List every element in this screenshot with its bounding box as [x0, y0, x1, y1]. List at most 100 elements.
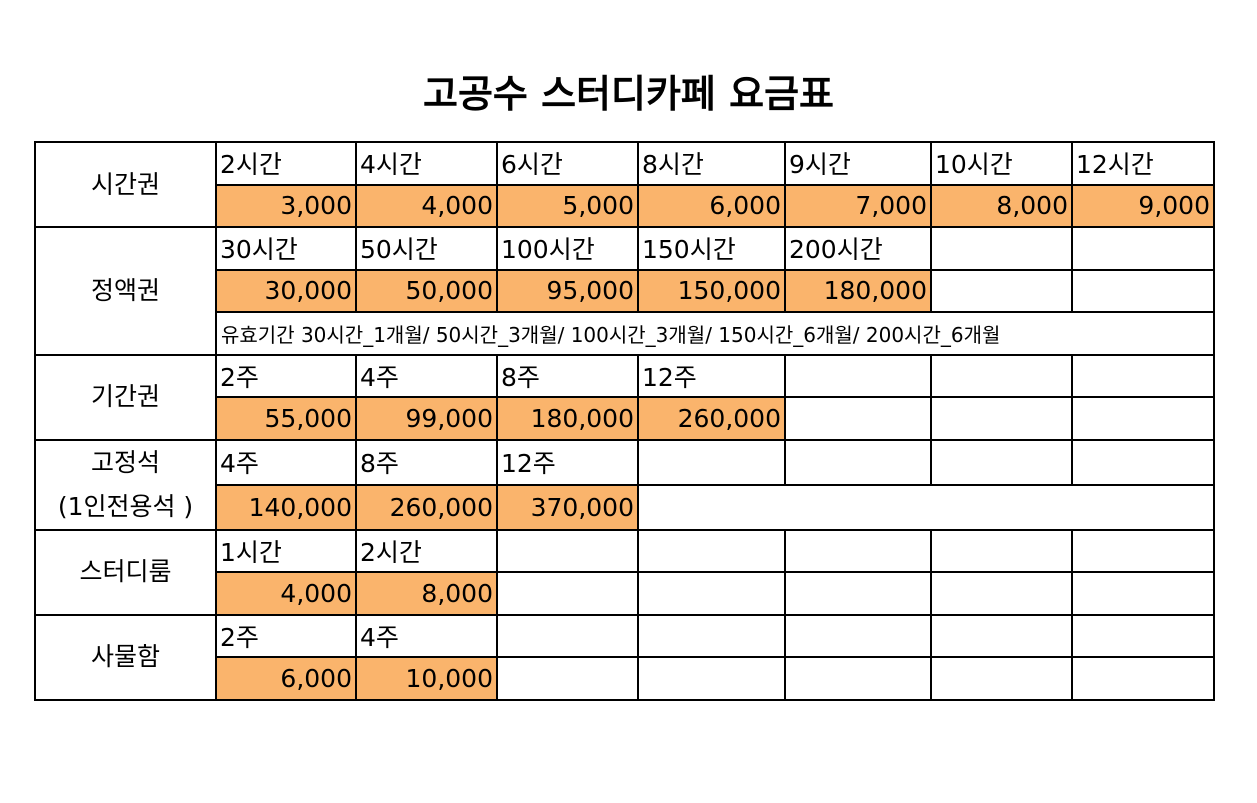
row: 기간권 2주 4주 8주 12주: [34, 353, 1215, 441]
duration: 100시간: [496, 226, 639, 271]
empty-cell: [930, 353, 1073, 398]
duration: 200시간: [784, 226, 932, 271]
duration: 10시간: [930, 141, 1073, 186]
price: 50,000: [355, 268, 498, 313]
price: 4,000: [215, 571, 357, 616]
price: 370,000: [496, 483, 639, 531]
empty-cell: [784, 438, 932, 486]
group-label-line: 사물함: [90, 642, 160, 671]
duration: 2주: [215, 613, 357, 658]
empty-cell: [1071, 353, 1215, 398]
row: 30,000 50,000 95,000 150,000 180,000: [35, 268, 1215, 313]
duration: 30시간: [215, 226, 357, 271]
empty-cell: [637, 571, 786, 616]
empty-cell: [930, 396, 1073, 441]
empty-cell: [637, 483, 1215, 531]
row: 6,000 10,000: [35, 656, 1215, 701]
empty-cell: [784, 613, 932, 658]
duration: 2시간: [215, 141, 357, 186]
group-label-line: 기간권: [90, 382, 160, 411]
duration: 8시간: [637, 141, 786, 186]
duration: 4주: [355, 353, 498, 398]
empty-cell: [930, 438, 1073, 486]
row: 고정석 (1인전용석 ) 4주 8주 12주: [34, 438, 1215, 531]
row: 3,000 4,000 5,000 6,000 7,000 8,000 9,000: [35, 183, 1215, 228]
row: 유효기간 30시간_1개월/ 50시간_3개월/ 100시간_3개월/ 150시…: [35, 311, 1215, 356]
duration: 150시간: [637, 226, 786, 271]
empty-cell: [1071, 268, 1215, 313]
note: 유효기간 30시간_1개월/ 50시간_3개월/ 100시간_3개월/ 150시…: [215, 311, 1215, 356]
empty-cell: [637, 613, 786, 658]
group-label: 사물함: [34, 613, 217, 701]
empty-cell: [1071, 656, 1215, 701]
empty-cell: [784, 353, 932, 398]
empty-cell: [1071, 438, 1215, 486]
duration: 6시간: [496, 141, 639, 186]
empty-cell: [930, 571, 1073, 616]
empty-cell: [930, 268, 1073, 313]
price: 4,000: [355, 183, 498, 228]
price: 5,000: [496, 183, 639, 228]
empty-cell: [637, 528, 786, 573]
price: 8,000: [355, 571, 498, 616]
duration: 4시간: [355, 141, 498, 186]
price: 9,000: [1071, 183, 1215, 228]
price: 7,000: [784, 183, 932, 228]
group-label-line: 정액권: [90, 275, 160, 305]
duration: 12주: [637, 353, 786, 398]
price: 140,000: [215, 483, 357, 531]
empty-cell: [930, 656, 1073, 701]
price: 6,000: [215, 656, 357, 701]
empty-cell: [637, 656, 786, 701]
duration: 8주: [355, 438, 498, 486]
empty-cell: [784, 528, 932, 573]
duration: 2시간: [355, 528, 498, 573]
price: 6,000: [637, 183, 786, 228]
duration: 1시간: [215, 528, 357, 573]
price: 30,000: [215, 268, 357, 313]
price: 99,000: [355, 396, 498, 441]
row: 정액권 30시간 50시간 100시간 150시간 200시간: [34, 226, 1215, 356]
duration: 50시간: [355, 226, 498, 271]
duration: 12시간: [1071, 141, 1215, 186]
duration: 4주: [215, 438, 357, 486]
group-label-line: 스터디룸: [79, 557, 172, 586]
empty-cell: [784, 571, 932, 616]
empty-cell: [784, 396, 932, 441]
row: 140,000 260,000 370,000: [35, 483, 1215, 531]
price: 260,000: [355, 483, 498, 531]
empty-cell: [496, 571, 639, 616]
empty-cell: [930, 226, 1073, 271]
row: 4,000 8,000: [35, 571, 1215, 616]
price: 95,000: [496, 268, 639, 313]
duration: 8주: [496, 353, 639, 398]
empty-cell: [930, 528, 1073, 573]
group-label: 스터디룸: [34, 528, 217, 616]
empty-cell: [496, 528, 639, 573]
group-label-line: 시간권: [90, 169, 160, 199]
price-table: 시간권 2시간 4시간 6시간 8시간 9시간 10시간 12시간 3,000 4,000 5,00…: [34, 141, 1215, 701]
empty-cell: [637, 438, 786, 486]
row: 사물함 2주 4주: [34, 613, 1215, 701]
empty-cell: [496, 613, 639, 658]
price: 180,000: [784, 268, 932, 313]
title: 고공수 스터디카페 요금표: [422, 72, 835, 116]
empty-cell: [784, 656, 932, 701]
price: 55,000: [215, 396, 357, 441]
price: 10,000: [355, 656, 498, 701]
empty-cell: [1071, 571, 1215, 616]
row: 스터디룸 1시간 2시간: [34, 528, 1215, 616]
price: 180,000: [496, 396, 639, 441]
group-label-line: (1인전용석 ): [57, 491, 194, 521]
empty-cell: [930, 613, 1073, 658]
price: 8,000: [930, 183, 1073, 228]
duration: 12주: [496, 438, 639, 486]
group-label: 정액권: [34, 226, 217, 356]
group-label: 고정석 (1인전용석 ): [34, 438, 217, 531]
empty-cell: [1071, 396, 1215, 441]
price: 3,000: [215, 183, 357, 228]
row: 55,000 99,000 180,000 260,000: [35, 396, 1215, 441]
group-label: 기간권: [34, 353, 217, 441]
empty-cell: [496, 656, 639, 701]
